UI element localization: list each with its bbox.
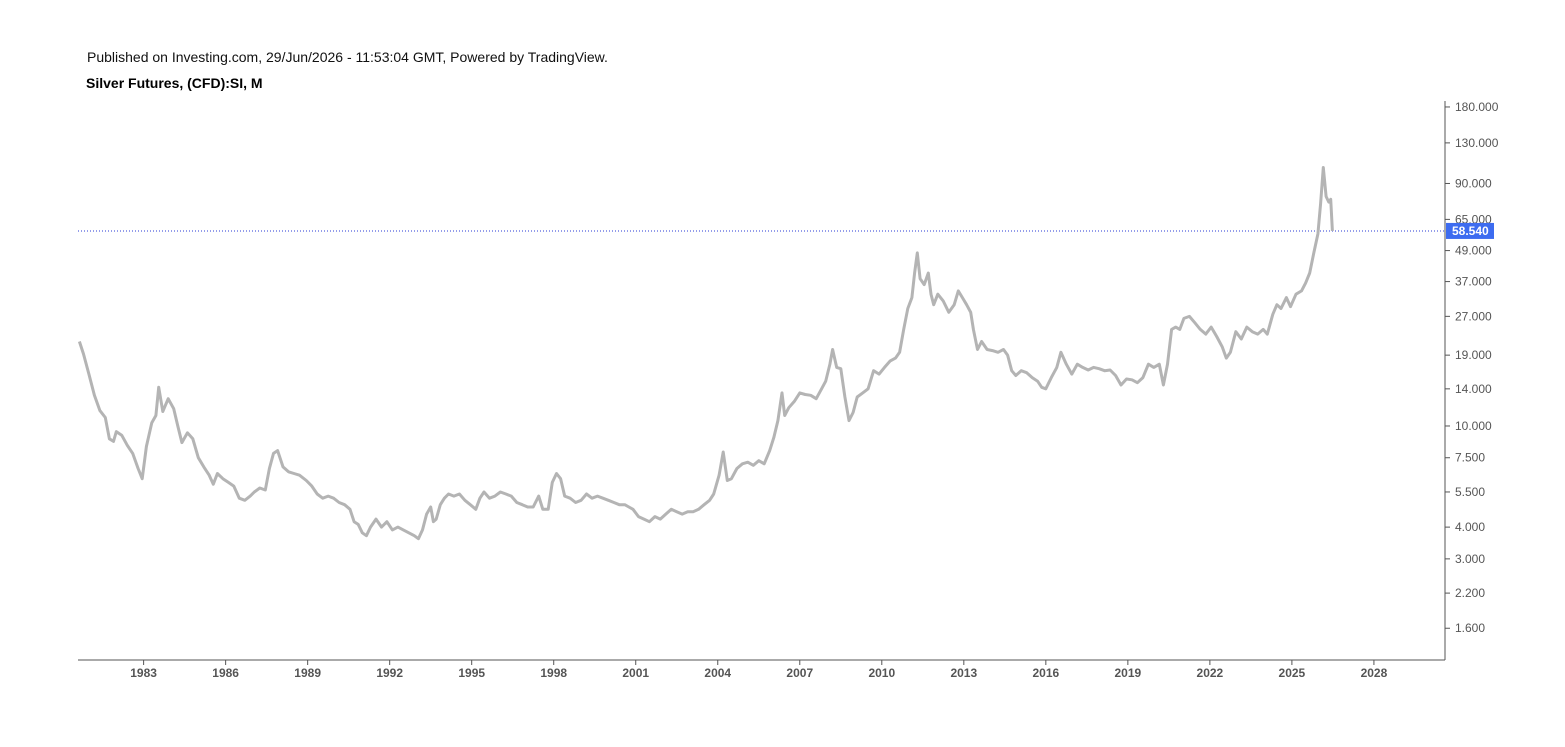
x-tick-label: 2022 bbox=[1197, 666, 1224, 680]
y-tick-label: 180.000 bbox=[1455, 100, 1499, 114]
last-price-tag-bg bbox=[1446, 222, 1494, 239]
x-tick-label: 2013 bbox=[950, 666, 977, 680]
x-tick-label: 2016 bbox=[1032, 666, 1059, 680]
y-tick-label: 27.000 bbox=[1455, 309, 1492, 323]
x-tick-label: 1986 bbox=[212, 666, 239, 680]
x-tick-label: 1989 bbox=[294, 666, 321, 680]
y-tick-label: 3.000 bbox=[1455, 552, 1485, 566]
y-tick-label: 1.600 bbox=[1455, 621, 1485, 635]
last-price-tag: 58.540 bbox=[1446, 222, 1494, 239]
x-tick-label: 2004 bbox=[704, 666, 731, 680]
y-tick-label: 4.000 bbox=[1455, 520, 1485, 534]
published-note: Published on Investing.com, 29/Jun/2026 … bbox=[87, 49, 608, 65]
y-tick-label: 2.200 bbox=[1455, 586, 1485, 600]
x-tick-label: 2007 bbox=[786, 666, 813, 680]
x-tick-label: 2001 bbox=[622, 666, 649, 680]
y-tick-label: 10.000 bbox=[1455, 419, 1492, 433]
chart-title: Silver Futures, (CFD):SI, M bbox=[86, 75, 263, 91]
x-tick-label: 2025 bbox=[1279, 666, 1306, 680]
y-tick-label: 130.000 bbox=[1455, 136, 1499, 150]
series-line bbox=[77, 166, 1334, 541]
x-tick-label: 2010 bbox=[868, 666, 895, 680]
y-tick-label: 19.000 bbox=[1455, 348, 1492, 362]
y-axis-ticks: 1.600 2.200 3.000 4.000 5.500 7.500 10.000 14.0… bbox=[1445, 100, 1499, 635]
x-axis-ticks: 1983 1986 1989 1992 1995 1998 2001 2004 2007 2010… bbox=[130, 660, 1388, 680]
x-tick-label: 1983 bbox=[130, 666, 157, 680]
y-tick-label: 5.500 bbox=[1455, 485, 1485, 499]
x-tick-label: 1992 bbox=[376, 666, 403, 680]
y-tick-label: 14.000 bbox=[1455, 382, 1492, 396]
x-tick-label: 1998 bbox=[540, 666, 567, 680]
y-tick-label: 7.500 bbox=[1455, 451, 1485, 465]
x-tick-label: 2019 bbox=[1115, 666, 1142, 680]
y-tick-label: 90.000 bbox=[1455, 176, 1492, 190]
y-tick-label: 65.000 bbox=[1455, 212, 1492, 226]
x-tick-label: 1995 bbox=[458, 666, 485, 680]
chart-axes bbox=[78, 101, 1446, 661]
x-tick-label: 2028 bbox=[1361, 666, 1388, 680]
y-tick-label: 49.000 bbox=[1455, 244, 1492, 258]
last-price-label: 58.540 bbox=[1452, 224, 1489, 238]
y-tick-label: 37.000 bbox=[1455, 275, 1492, 289]
